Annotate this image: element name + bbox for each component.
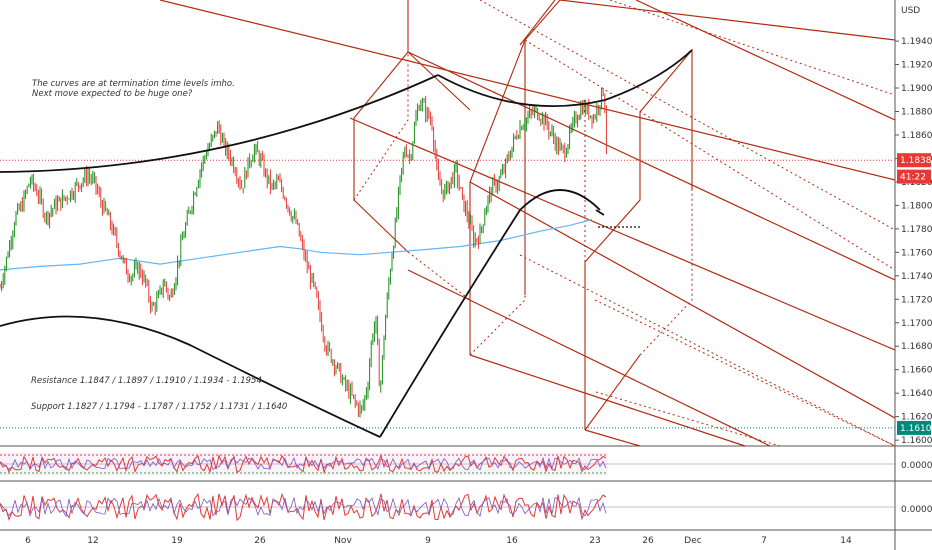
fork-frame-dotted xyxy=(639,190,693,356)
y-tick-label: 1.16800 xyxy=(901,342,932,352)
x-tick-label: 9 xyxy=(425,536,431,546)
channel-line xyxy=(469,181,896,419)
fork-frame-dotted xyxy=(469,182,526,356)
ma-line xyxy=(0,218,593,271)
price-tag-label: 1.16104 xyxy=(900,424,932,434)
x-tick-label: 6 xyxy=(25,536,31,546)
price-tag-label: 1.18385 xyxy=(900,156,932,166)
support-note: Support 1.1827 / 1.1794 - 1.1787 / 1.175… xyxy=(31,402,288,412)
fork-frame xyxy=(407,51,471,111)
x-tick-label: 16 xyxy=(506,536,518,546)
currency-label: USD xyxy=(901,6,920,16)
note-line-1: The curves are at termination time level… xyxy=(32,79,235,89)
y-tick-label: 1.16600 xyxy=(901,366,932,376)
price-tag xyxy=(897,420,931,435)
y-tick-label: 1.17200 xyxy=(901,295,932,305)
y-tick-label: 1.19000 xyxy=(901,84,932,94)
y-tick-label: 1.17800 xyxy=(901,225,932,235)
x-tick-label: 26 xyxy=(254,536,266,546)
note-line-2: Next move expected to be huge one? xyxy=(32,89,193,99)
time-axis[interactable]: 6 12 19 26 Nov 9 16 23 26 Dec 7 14 xyxy=(25,536,852,546)
x-tick-label: 14 xyxy=(840,536,852,546)
channel-line xyxy=(407,269,771,447)
osc1-line xyxy=(0,454,607,474)
fork-frame xyxy=(469,0,561,183)
arc-curve xyxy=(0,315,381,438)
arc-curve xyxy=(437,49,693,108)
x-tick-label: 23 xyxy=(589,536,600,546)
price-tag xyxy=(897,153,931,168)
channel-line xyxy=(159,0,896,181)
y-tick-label: 1.16400 xyxy=(901,389,932,399)
x-tick-label: 12 xyxy=(87,536,98,546)
chart-note: The curves are at termination time level… xyxy=(32,79,235,99)
candles xyxy=(0,87,607,418)
arc-curves xyxy=(0,49,693,438)
pitchfork-lines xyxy=(0,0,896,447)
arc-curve xyxy=(595,209,605,216)
channel-line xyxy=(349,117,896,351)
fork-frame-dotted xyxy=(353,52,409,201)
x-tick-label: 26 xyxy=(642,536,654,546)
channel-line-dotted xyxy=(479,0,896,231)
x-tick-label: Nov xyxy=(334,536,352,546)
channel-line-dotted xyxy=(594,299,896,447)
moving-average xyxy=(0,218,593,271)
channel-line-dotted xyxy=(519,254,896,447)
price-axis[interactable]: 1.194001.192001.190001.188001.186001.184… xyxy=(895,6,932,446)
x-tick-label: 19 xyxy=(171,536,183,546)
y-tick-label: 1.18000 xyxy=(901,201,932,211)
price-tag-label: 41:22 xyxy=(900,173,926,183)
osc1-signal xyxy=(0,456,607,471)
y-tick-label: 1.19400 xyxy=(901,37,932,47)
channel-line xyxy=(559,0,896,41)
y-tick-label: 1.17400 xyxy=(901,272,932,282)
osc2-signal xyxy=(0,496,607,518)
channel-line-dotted xyxy=(595,391,781,447)
y-tick-label: 1.18800 xyxy=(901,108,932,118)
arc-curve xyxy=(379,189,601,438)
channel-line xyxy=(635,0,896,121)
y-tick-label: 1.17000 xyxy=(901,319,932,329)
y-tick-label: 1.17600 xyxy=(901,248,932,258)
price-tag xyxy=(897,169,931,184)
fork-frame xyxy=(584,354,641,431)
y-tick-label: 1.16000 xyxy=(901,436,932,446)
channel-line-dotted xyxy=(524,39,896,271)
y-tick-label: 1.19200 xyxy=(901,61,932,71)
fork-frame xyxy=(519,0,556,46)
y-tick-label: 1.18600 xyxy=(901,131,932,141)
fork-frame-dotted xyxy=(407,251,471,301)
arc-curve xyxy=(0,74,439,173)
resistance-note: Resistance 1.1847 / 1.1897 / 1.1910 / 1.… xyxy=(31,376,262,386)
channel-line xyxy=(407,51,896,281)
y-tick-label: 1.16200 xyxy=(901,413,932,423)
x-tick-label: 7 xyxy=(761,536,767,546)
fork-frame xyxy=(584,48,693,263)
channel-line xyxy=(584,429,641,447)
channel-line xyxy=(469,354,746,447)
x-tick-label: Dec xyxy=(684,536,701,546)
channel-line-dotted xyxy=(609,0,896,96)
osc2-line xyxy=(0,492,607,522)
